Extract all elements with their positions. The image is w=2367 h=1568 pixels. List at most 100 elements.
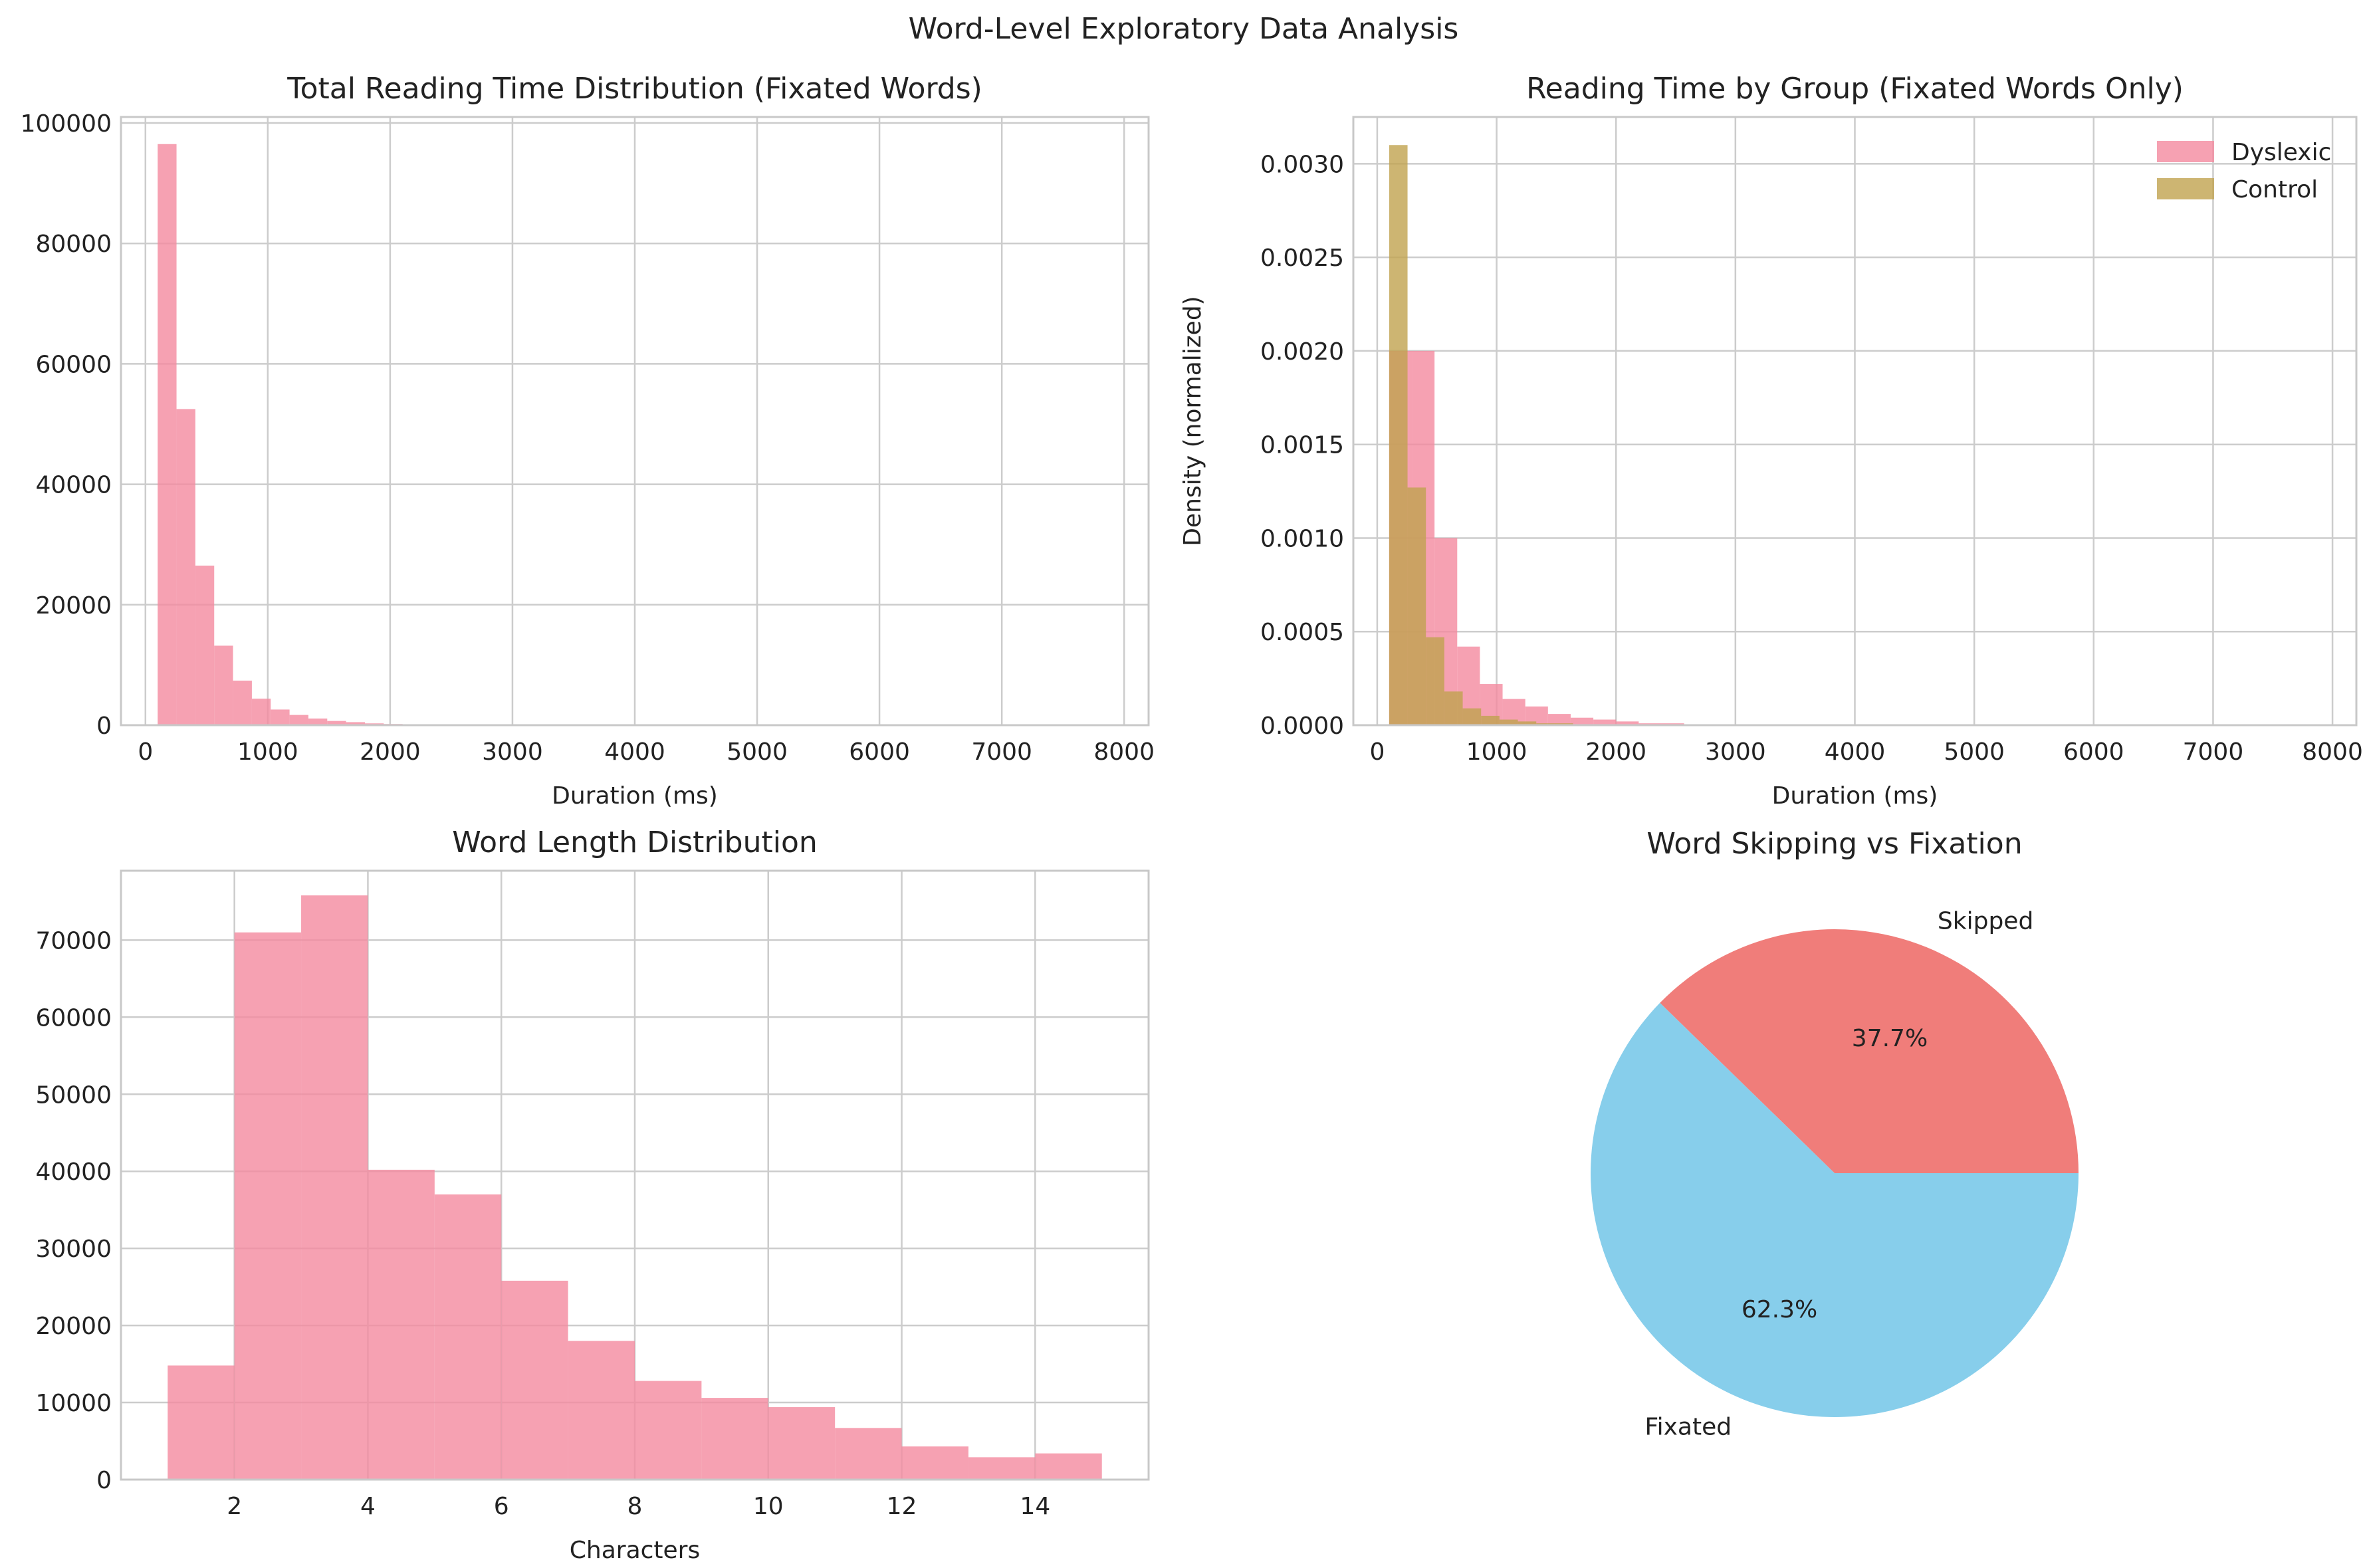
legend-swatch bbox=[2157, 141, 2214, 162]
chart-title: Word Length Distribution bbox=[452, 826, 818, 859]
chart-title: Word Skipping vs Fixation bbox=[1646, 827, 2022, 861]
x-tick-label: 0 bbox=[1369, 738, 1385, 766]
bar-count bbox=[901, 1446, 968, 1480]
axes-frame bbox=[120, 869, 1150, 1481]
x-tick-label: 6000 bbox=[2063, 738, 2124, 766]
bar-dyslexic bbox=[1570, 717, 1594, 725]
y-tick-label: 80000 bbox=[35, 231, 112, 258]
bar-count bbox=[301, 895, 368, 1480]
y-tick-label: 60000 bbox=[35, 1004, 112, 1032]
x-tick-label: 8 bbox=[627, 1493, 643, 1520]
bar-count bbox=[501, 1280, 568, 1480]
bar-control bbox=[1444, 691, 1463, 725]
x-tick-label: 4 bbox=[360, 1493, 376, 1520]
x-tick-label: 3000 bbox=[482, 738, 543, 766]
x-axis-label: Characters bbox=[570, 1537, 701, 1564]
x-tick-label: 6000 bbox=[849, 738, 910, 766]
bar-count bbox=[271, 709, 290, 725]
bar-control bbox=[1518, 721, 1537, 725]
x-tick-label: 2000 bbox=[1585, 738, 1646, 766]
x-tick-label: 2 bbox=[227, 1493, 242, 1520]
x-tick-label: 4000 bbox=[1825, 738, 1886, 766]
y-tick-label: 0.0005 bbox=[1260, 619, 1344, 646]
y-tick-label: 100000 bbox=[21, 110, 112, 138]
legend-label: Dyslexic bbox=[2231, 139, 2331, 166]
bar-count bbox=[158, 144, 177, 725]
bar-count bbox=[195, 565, 215, 725]
x-tick-label: 7000 bbox=[971, 738, 1032, 766]
chart-title: Total Reading Time Distribution (Fixated… bbox=[286, 72, 982, 106]
x-tick-label: 14 bbox=[1020, 1493, 1050, 1520]
x-tick-label: 3000 bbox=[1705, 738, 1766, 766]
x-tick-label: 1000 bbox=[1466, 738, 1527, 766]
y-tick-label: 60000 bbox=[35, 351, 112, 378]
bar-count bbox=[368, 1169, 435, 1480]
bar-dyslexic bbox=[1593, 719, 1617, 725]
x-tick-label: 8000 bbox=[2302, 738, 2363, 766]
bar-control bbox=[1481, 715, 1500, 725]
x-tick-label: 6 bbox=[494, 1493, 509, 1520]
x-tick-label: 4000 bbox=[604, 738, 665, 766]
x-tick-label: 1000 bbox=[237, 738, 298, 766]
x-tick-label: 7000 bbox=[2183, 738, 2244, 766]
bar-control bbox=[1426, 637, 1444, 725]
x-axis-label: Duration (ms) bbox=[552, 782, 718, 810]
bar-count bbox=[768, 1407, 836, 1480]
pie-percent-label: 62.3% bbox=[1742, 1296, 1817, 1323]
x-tick-label: 10 bbox=[753, 1493, 784, 1520]
y-tick-label: 0.0015 bbox=[1260, 432, 1344, 459]
y-tick-label: 0.0020 bbox=[1260, 338, 1344, 366]
panel-reading-time-by-group: 0 1000 2000 3000 4000 5000 6000 7000 8000 0.0000 0… bbox=[1179, 72, 2363, 810]
y-tick-label: 20000 bbox=[35, 592, 112, 619]
pie-percent-label: 37.7% bbox=[1852, 1025, 1928, 1052]
y-tick-label: 30000 bbox=[35, 1236, 112, 1263]
bar-count bbox=[568, 1341, 635, 1480]
bar-control bbox=[1499, 719, 1518, 725]
bar-dyslexic bbox=[1547, 714, 1571, 725]
axes-frame bbox=[120, 116, 1150, 727]
y-tick-label: 0.0030 bbox=[1260, 151, 1344, 178]
pie-label: Skipped bbox=[1938, 907, 2033, 935]
bar-dyslexic bbox=[1616, 721, 1639, 725]
panel-reading-time-distribution: 0 1000 2000 3000 4000 5000 6000 7000 80000200004… bbox=[21, 72, 1155, 810]
x-tick-label: 5000 bbox=[727, 738, 788, 766]
y-tick-label: 40000 bbox=[35, 472, 112, 499]
x-tick-label: 5000 bbox=[1944, 738, 2005, 766]
bar-count bbox=[835, 1428, 902, 1480]
bar-count bbox=[635, 1381, 702, 1480]
y-tick-label: 20000 bbox=[35, 1313, 112, 1340]
y-tick-label: 50000 bbox=[35, 1081, 112, 1109]
pie-label: Fixated bbox=[1645, 1414, 1732, 1441]
bar-count bbox=[701, 1398, 768, 1480]
y-tick-label: 0.0000 bbox=[1260, 713, 1344, 740]
bar-count bbox=[176, 409, 195, 725]
bar-count bbox=[251, 699, 271, 725]
y-tick-label: 40000 bbox=[35, 1159, 112, 1186]
bar-count bbox=[327, 721, 346, 725]
x-tick-label: 0 bbox=[138, 738, 153, 766]
bar-count bbox=[434, 1194, 502, 1480]
bar-control bbox=[1462, 708, 1482, 725]
y-tick-label: 0.0025 bbox=[1260, 245, 1344, 272]
legend-swatch bbox=[2157, 178, 2214, 199]
bar-count bbox=[308, 719, 328, 725]
y-tick-label: 0.0010 bbox=[1260, 525, 1344, 552]
bar-count bbox=[214, 645, 233, 725]
bar-count bbox=[233, 680, 252, 725]
y-tick-label: 0 bbox=[96, 1467, 112, 1494]
y-axis-label: Density (normalized) bbox=[1179, 296, 1206, 546]
y-tick-label: 70000 bbox=[35, 927, 112, 954]
y-tick-label: 0 bbox=[96, 713, 112, 740]
legend-label: Control bbox=[2231, 176, 2318, 203]
x-tick-label: 8000 bbox=[1093, 738, 1155, 766]
x-axis-label: Duration (ms) bbox=[1772, 782, 1938, 810]
pie-slice-skipped bbox=[1660, 929, 2079, 1173]
bar-count bbox=[168, 1365, 235, 1480]
axes-frame bbox=[1352, 116, 2358, 727]
panel-word-length-distribution: 2 4 6 8 10 12 14 0 10000 20000 30000 40000 50000 6000… bbox=[35, 826, 1150, 1564]
bar-control bbox=[1389, 145, 1408, 725]
bar-count bbox=[234, 932, 302, 1480]
panel-skipping-vs-fixation: Word Skipping vs Fixation Skipped 37.7% Fix… bbox=[1591, 827, 2079, 1441]
bar-control bbox=[1407, 487, 1426, 725]
